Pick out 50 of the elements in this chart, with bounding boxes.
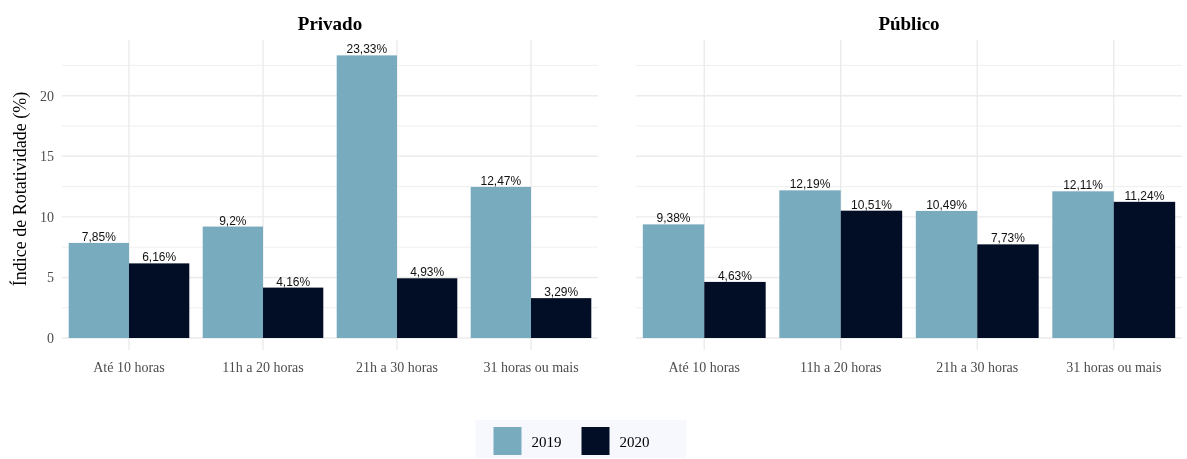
bar xyxy=(779,190,841,338)
data-label: 12,47% xyxy=(480,173,522,188)
legend-label: 2019 xyxy=(531,434,562,450)
bar xyxy=(977,244,1039,338)
x-tick-label: 11h a 20 horas xyxy=(222,359,304,375)
data-label: 10,51% xyxy=(851,197,893,212)
chart-title: Privado xyxy=(297,13,363,34)
y-tick-label: 0 xyxy=(47,330,54,346)
bar xyxy=(704,281,766,338)
x-tick-label: 21h a 30 horas xyxy=(936,359,1019,375)
data-label: 23,33% xyxy=(346,42,388,57)
bar xyxy=(397,278,458,338)
x-tick-label: Até 10 horas xyxy=(93,359,165,375)
x-tick-label: 31 horas ou mais xyxy=(483,359,579,375)
data-label: 7,73% xyxy=(990,231,1026,246)
bar xyxy=(263,287,324,338)
data-label: 11,24% xyxy=(1124,188,1165,203)
y-axis-title: Índice de Rotatividade (%) xyxy=(9,91,31,287)
x-tick-label: 31 horas ou mais xyxy=(1066,359,1162,375)
bar xyxy=(470,186,531,338)
y-tick-label: 10 xyxy=(40,209,54,225)
data-label: 9,2% xyxy=(219,213,247,228)
bar xyxy=(1052,191,1114,338)
bar xyxy=(840,210,903,338)
bar xyxy=(129,263,190,338)
y-tick-label: 20 xyxy=(40,88,54,104)
bar xyxy=(1113,201,1176,338)
data-label: 7,85% xyxy=(81,229,117,244)
data-label: 6,16% xyxy=(142,250,177,265)
data-label: 3,29% xyxy=(544,285,579,300)
y-tick-label: 5 xyxy=(47,270,54,286)
data-label: 4,63% xyxy=(717,268,753,283)
data-label: 4,93% xyxy=(410,265,445,280)
bar xyxy=(336,55,397,338)
x-tick-label: 21h a 30 horas xyxy=(355,359,439,375)
x-tick-label: 11h a 20 horas xyxy=(799,359,882,375)
legend-label: 2020 xyxy=(619,434,650,450)
bar xyxy=(915,210,978,338)
bar xyxy=(531,298,592,338)
chart-title: Público xyxy=(878,13,940,34)
x-tick-label: Até 10 horas xyxy=(668,359,741,375)
data-label: 12,11% xyxy=(1063,178,1104,193)
data-label: 9,38% xyxy=(656,211,691,226)
data-label: 4,16% xyxy=(276,274,311,289)
bar xyxy=(68,242,129,338)
bar xyxy=(202,226,263,338)
y-tick-label: 15 xyxy=(40,149,54,165)
data-label: 10,49% xyxy=(926,197,968,212)
bar xyxy=(642,224,705,338)
data-label: 12,19% xyxy=(789,177,831,192)
